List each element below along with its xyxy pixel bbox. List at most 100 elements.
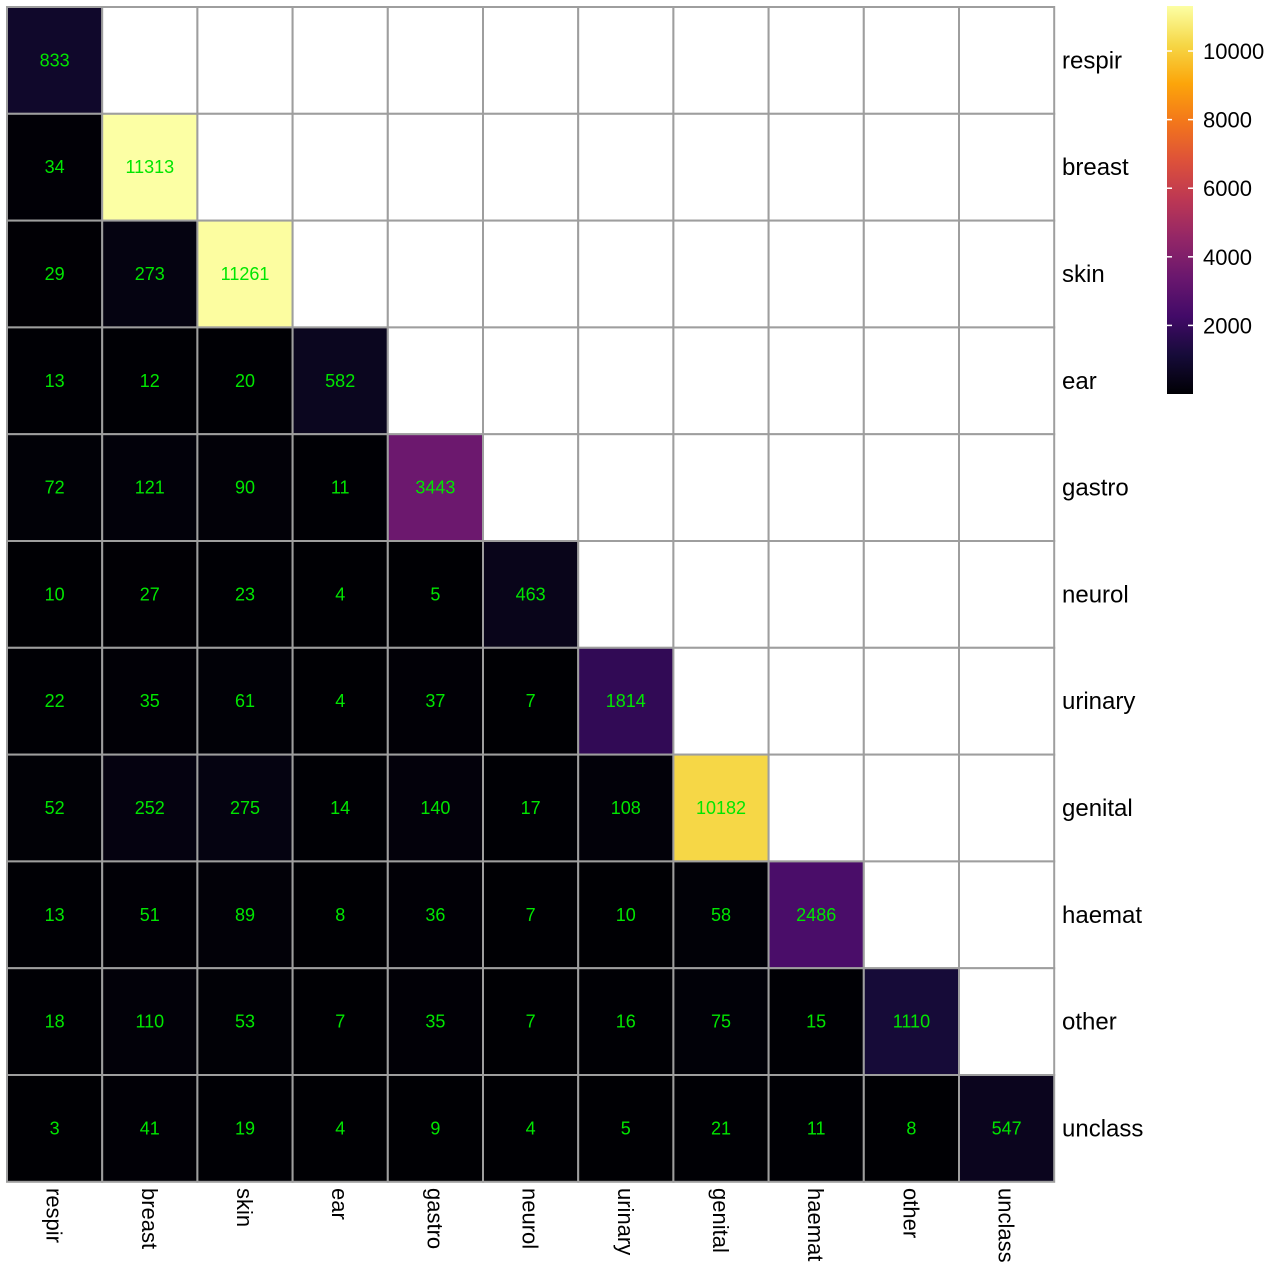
row-labels: respir breast skin ear gastro neurol urinary ge… bbox=[1062, 47, 1143, 1142]
empty-cell bbox=[958, 6, 1056, 115]
cell-value-label: 7 bbox=[335, 1012, 345, 1032]
cell-value-label: 1814 bbox=[606, 691, 646, 711]
empty-cell bbox=[958, 540, 1056, 649]
cell-value-label: 90 bbox=[235, 478, 255, 498]
cell-value-label: 72 bbox=[45, 478, 65, 498]
empty-cell bbox=[862, 326, 960, 436]
cell-value-label: 61 bbox=[235, 691, 255, 711]
heatmap-cell bbox=[196, 540, 294, 649]
row-label: genital bbox=[1062, 795, 1133, 822]
empty-cell bbox=[767, 646, 865, 756]
heatmap-cell bbox=[101, 967, 199, 1077]
heatmap-cell bbox=[291, 860, 389, 970]
heatmap-cell bbox=[196, 860, 294, 970]
cell-value-label: 1110 bbox=[893, 1012, 930, 1032]
empty-cell bbox=[196, 6, 294, 115]
empty-cell bbox=[386, 6, 484, 115]
cell-value-label: 108 bbox=[611, 798, 641, 818]
heatmap-cell bbox=[6, 967, 104, 1077]
column-label: genital bbox=[708, 1188, 733, 1253]
heatmap-cell bbox=[101, 540, 199, 649]
heatmap-cell bbox=[101, 112, 199, 222]
heatmap-cell bbox=[196, 967, 294, 1077]
heatmap-cell bbox=[577, 646, 675, 756]
cell-value-label: 41 bbox=[140, 1118, 160, 1138]
cell-value-label: 12 bbox=[140, 371, 160, 391]
row-label: breast bbox=[1062, 154, 1129, 181]
cell-value-label: 35 bbox=[425, 1012, 445, 1032]
heatmap-cell bbox=[6, 540, 104, 649]
empty-cell bbox=[767, 219, 865, 329]
column-label: haemat bbox=[803, 1188, 828, 1261]
cell-value-label: 11 bbox=[807, 1118, 826, 1138]
colorbar-tick-label: 4000 bbox=[1203, 245, 1252, 270]
heatmap-cell bbox=[482, 1074, 580, 1183]
empty-cell bbox=[672, 433, 770, 543]
row-label: skin bbox=[1062, 261, 1105, 288]
cell-value-label: 29 bbox=[45, 264, 65, 284]
row-label: urinary bbox=[1062, 688, 1135, 715]
empty-cell bbox=[386, 112, 484, 222]
cell-value-label: 10 bbox=[45, 584, 65, 604]
cell-value-label: 21 bbox=[711, 1118, 731, 1138]
cell-value-label: 17 bbox=[521, 798, 541, 818]
cell-value-label: 36 bbox=[425, 905, 445, 925]
empty-cell bbox=[958, 860, 1056, 970]
cell-value-label: 18 bbox=[45, 1012, 65, 1032]
colorbar-tick-label: 10000 bbox=[1203, 39, 1264, 64]
empty-cell bbox=[958, 967, 1056, 1077]
empty-cell bbox=[958, 326, 1056, 436]
colorbar-tick-label: 6000 bbox=[1203, 176, 1252, 201]
row-label: neurol bbox=[1062, 581, 1129, 608]
empty-cell bbox=[482, 326, 580, 436]
heatmap-cell bbox=[767, 1074, 865, 1183]
heatmap-cell bbox=[482, 646, 580, 756]
column-label: neurol bbox=[518, 1188, 543, 1249]
cell-value-label: 11 bbox=[331, 478, 350, 498]
cell-value-label: 273 bbox=[135, 264, 165, 284]
heatmap-cell bbox=[101, 646, 199, 756]
empty-cell bbox=[482, 6, 580, 115]
empty-cell bbox=[862, 433, 960, 543]
empty-cell bbox=[672, 112, 770, 222]
cell-value-label: 7 bbox=[526, 1012, 536, 1032]
cell-value-label: 7 bbox=[526, 691, 536, 711]
heatmap-cell bbox=[101, 326, 199, 436]
row-label: gastro bbox=[1062, 475, 1129, 502]
cell-value-label: 547 bbox=[992, 1118, 1022, 1138]
empty-cell bbox=[767, 6, 865, 115]
heatmap-cell bbox=[6, 860, 104, 970]
row-label: unclass bbox=[1062, 1115, 1143, 1142]
cell-value-label: 8 bbox=[906, 1118, 916, 1138]
cell-value-label: 10 bbox=[616, 905, 636, 925]
cell-value-label: 53 bbox=[235, 1012, 255, 1032]
cell-value-label: 15 bbox=[806, 1012, 826, 1032]
heatmap-cell bbox=[101, 1074, 199, 1183]
empty-cell bbox=[958, 112, 1056, 222]
cell-value-label: 833 bbox=[40, 50, 70, 70]
empty-cell bbox=[577, 540, 675, 649]
heatmap-cell bbox=[291, 326, 389, 436]
cell-value-label: 8 bbox=[335, 905, 345, 925]
cell-value-label: 140 bbox=[420, 798, 450, 818]
empty-cell bbox=[577, 433, 675, 543]
heatmap-cell bbox=[6, 753, 104, 863]
cell-value-label: 11261 bbox=[221, 264, 270, 284]
colorbar-tick-label: 2000 bbox=[1203, 313, 1252, 338]
empty-cell bbox=[767, 326, 865, 436]
heatmap-cell bbox=[291, 540, 389, 649]
empty-cell bbox=[386, 219, 484, 329]
cell-value-label: 252 bbox=[135, 798, 165, 818]
heatmap-cell bbox=[101, 433, 199, 543]
cell-value-label: 3443 bbox=[415, 478, 455, 498]
empty-cell bbox=[672, 326, 770, 436]
colorbar: 2000 4000 6000 8000 10000 bbox=[1167, 6, 1264, 394]
empty-cell bbox=[767, 112, 865, 222]
cell-value-label: 5 bbox=[430, 584, 440, 604]
column-label: other bbox=[898, 1188, 923, 1238]
column-labels: respir breast skin ear gastro neurol urinary ge… bbox=[42, 1188, 1019, 1263]
empty-cell bbox=[862, 6, 960, 115]
cell-value-label: 11313 bbox=[125, 157, 174, 177]
cell-value-label: 13 bbox=[45, 371, 65, 391]
